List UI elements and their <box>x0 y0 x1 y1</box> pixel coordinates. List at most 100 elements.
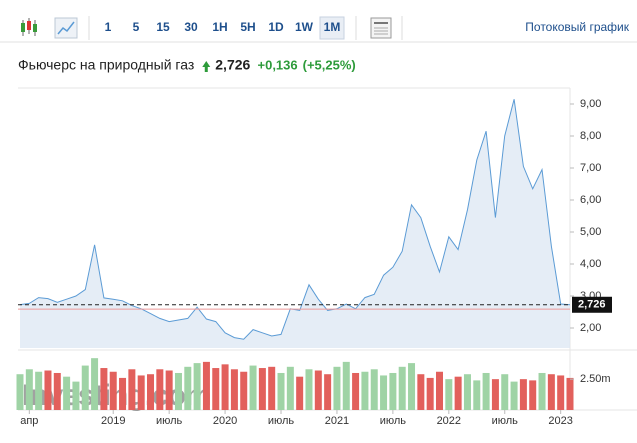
volume-bar <box>258 368 266 410</box>
interval-buttons: 1 5 15 30 1H 5H 1D 1W 1M <box>105 16 345 40</box>
volume-bar <box>566 377 574 410</box>
y-tick-label: 6,00 <box>580 194 601 206</box>
x-tick-label: июль <box>268 415 295 427</box>
volume-bar <box>426 377 434 410</box>
volume-bar <box>184 366 192 410</box>
volume-bar <box>389 372 397 410</box>
volume-bar <box>333 366 341 410</box>
x-tick-label: 2019 <box>101 415 125 427</box>
volume-bar <box>16 374 24 410</box>
list-icon[interactable] <box>370 17 392 39</box>
volume-bar <box>72 381 80 410</box>
y-tick-label: 4,00 <box>580 258 601 270</box>
interval-button[interactable]: 15 <box>156 20 170 34</box>
x-tick-label: июль <box>156 415 183 427</box>
interval-button[interactable]: 1 <box>105 20 112 34</box>
volume-bar <box>221 364 229 410</box>
candle-icon[interactable] <box>21 18 37 36</box>
volume-bar <box>109 371 117 410</box>
volume-bar <box>417 374 425 410</box>
volume-bar <box>53 372 61 410</box>
volume-bar <box>165 370 173 410</box>
volume-bar <box>25 369 33 410</box>
last-price-box <box>572 296 612 313</box>
volume-bar <box>249 365 257 410</box>
volume-bar <box>147 374 155 410</box>
price: 2,726 <box>215 57 250 73</box>
volume-bar <box>137 375 145 410</box>
x-tick-label: 2021 <box>325 415 349 427</box>
volume-bar <box>100 368 108 410</box>
volume-bar <box>445 379 453 410</box>
volume-bar <box>380 375 388 410</box>
y-tick-label: 7,00 <box>580 162 601 174</box>
volume-bar <box>296 376 304 410</box>
volume-bar <box>277 372 285 410</box>
volume-bar <box>230 369 238 410</box>
volume-bar <box>305 369 313 410</box>
x-tick-label: 2023 <box>548 415 572 427</box>
change: +0,136 <box>258 57 298 72</box>
volume-bar <box>240 371 248 410</box>
volume-bar <box>324 374 332 410</box>
volume-bar <box>463 374 471 410</box>
volume-bar <box>91 358 99 410</box>
volume-bar <box>128 369 136 410</box>
instrument-title: Фьючерс на природный газ <box>18 57 194 73</box>
y-tick-label: 9,00 <box>580 98 601 110</box>
volume-bar <box>352 372 360 410</box>
active-interval <box>319 16 345 40</box>
interval-button[interactable]: 30 <box>184 20 198 34</box>
volume-bar <box>35 371 43 410</box>
volume-bar <box>63 376 71 410</box>
area-icon[interactable] <box>54 17 78 39</box>
volume-bar <box>193 363 201 410</box>
volume-bar <box>491 379 499 410</box>
volume-bar <box>286 366 294 410</box>
streaming-link[interactable]: Потоковый график <box>525 20 629 34</box>
volume-bar <box>81 365 89 410</box>
volume-bar <box>547 374 555 410</box>
volume-bar <box>529 380 537 410</box>
volume-bar <box>510 381 518 410</box>
x-tick-label: 2020 <box>213 415 237 427</box>
plot: Investing.com2.50m2,003,004,005,006,007,… <box>16 98 612 427</box>
x-tick-label: июль <box>492 415 519 427</box>
volume-bar <box>212 368 220 410</box>
volume-bar <box>174 372 182 410</box>
interval-button[interactable]: 1H <box>212 20 227 34</box>
y-tick-label: 2,00 <box>580 322 601 334</box>
interval-button[interactable]: 1M <box>324 20 341 34</box>
volume-bar <box>202 361 210 410</box>
up-arrow <box>202 61 211 72</box>
volume-bar <box>482 372 490 410</box>
last-price-label: 2,726 <box>578 299 606 311</box>
interval-button[interactable]: 1D <box>268 20 284 34</box>
volume-bar <box>435 371 443 410</box>
interval-button[interactable]: 5H <box>240 20 255 34</box>
volume-bar <box>370 369 378 410</box>
volume-bar <box>501 374 509 410</box>
x-tick-label: апр <box>20 415 38 427</box>
interval-button[interactable]: 5 <box>133 20 140 34</box>
volume-bar <box>156 369 164 410</box>
y-tick-label: 5,00 <box>580 226 601 238</box>
change-percent: (+5,25%) <box>303 57 356 72</box>
volume-bar <box>408 363 416 410</box>
volume-bar <box>398 366 406 410</box>
y2-tick-label: 2.50m <box>580 373 611 385</box>
x-tick-label: июль <box>380 415 407 427</box>
volume-bar <box>538 372 546 410</box>
y-tick-label: 8,00 <box>580 130 601 142</box>
volume-bar <box>454 376 462 410</box>
volume-bar <box>119 377 127 410</box>
volume-bar <box>44 370 52 410</box>
volume-bar <box>314 370 322 410</box>
interval-button[interactable]: 1W <box>295 20 314 34</box>
volume-bar <box>557 375 565 410</box>
price-area <box>20 99 570 348</box>
volume-bar <box>268 366 276 410</box>
volume-bar <box>519 379 527 410</box>
